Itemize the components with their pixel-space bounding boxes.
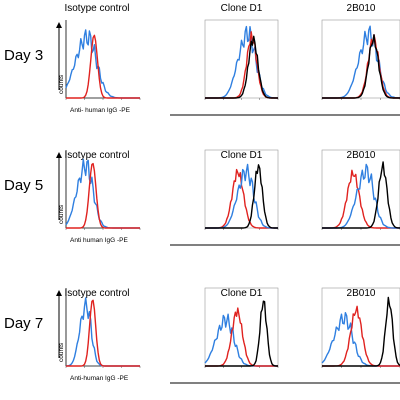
x-axis-label: Anti human IgG -PE [70, 237, 128, 244]
histogram-series-day5_7_sample [322, 305, 400, 367]
histogram-panel: Isotype control counts Anti- human IgG -PE [56, 3, 141, 114]
histogram-panel: Isotype control counts Anti-human IgG -PE [56, 288, 141, 382]
histogram-series-day3_sample [322, 34, 400, 99]
y-axis-label: counts [58, 74, 65, 94]
day-label: Day 5 [4, 177, 43, 194]
y-arrowhead-icon [56, 22, 62, 28]
panel-title: Clone D1 [221, 150, 263, 161]
histogram-series-isotype [321, 312, 400, 367]
histogram-panel: Isotype control counts Anti human IgG -PE [56, 150, 141, 244]
day-label: Day 7 [4, 315, 43, 332]
histogram-series-day5_7_sample [66, 162, 140, 229]
panel-title: Clone D1 [221, 288, 263, 299]
histogram-panel: 2B010 [321, 3, 400, 100]
row-3: Day 7 Isotype control counts Anti-human IgG… [4, 287, 400, 384]
histogram-series-isotype [322, 25, 400, 99]
histogram-series-day5_7_sample [66, 299, 140, 367]
x-axis-label: Anti-human IgG -PE [70, 375, 129, 382]
histogram-series-treated [322, 296, 400, 367]
histogram-series-day5_7_sample [205, 307, 278, 367]
histogram-series-isotype [65, 158, 140, 229]
plot-frame [204, 19, 279, 99]
histogram-series-treated [205, 300, 278, 367]
histogram-series-treated [322, 161, 400, 229]
row-2: Day 5 Isotype control counts Anti human IgG… [4, 149, 400, 246]
histogram-series-treated [205, 35, 278, 99]
histogram-series-isotype [205, 163, 278, 229]
histogram-series-isotype [65, 297, 140, 367]
plot-frame [321, 19, 400, 99]
y-arrowhead-icon [56, 152, 62, 158]
panel-title: 2B010 [347, 288, 376, 299]
panel-title: 2B010 [347, 3, 376, 14]
panel-title: Clone D1 [221, 3, 263, 14]
histogram-series-treated [205, 164, 278, 229]
panel-title: 2B010 [347, 150, 376, 161]
histogram-panel: Clone D1 [204, 287, 279, 368]
histogram-panel: Clone D1 [204, 3, 279, 100]
day-label: Day 3 [4, 47, 43, 64]
plot-frame [204, 149, 279, 229]
y-axis-label: counts [58, 204, 65, 224]
histogram-panel: 2B010 [321, 149, 400, 230]
panel-title: Isotype control [64, 3, 129, 14]
panel-title: Isotype control [64, 150, 129, 161]
histogram-series-isotype [65, 29, 140, 99]
y-arrowhead-icon [56, 290, 62, 296]
row-1: Day 3 Isotype control counts Anti- human Ig… [4, 3, 400, 116]
plot-frame [321, 149, 400, 229]
x-axis-label: Anti- human IgG -PE [70, 107, 131, 114]
histogram-series-day3_sample [66, 34, 140, 99]
histogram-series-isotype [204, 313, 278, 367]
histogram-panel: 2B010 [321, 287, 400, 368]
histogram-series-treated [322, 34, 400, 99]
histogram-panel: Clone D1 [204, 149, 279, 230]
y-axis-label: counts [58, 342, 65, 362]
panel-title: Isotype control [64, 288, 129, 299]
histogram-series-isotype [205, 25, 278, 99]
